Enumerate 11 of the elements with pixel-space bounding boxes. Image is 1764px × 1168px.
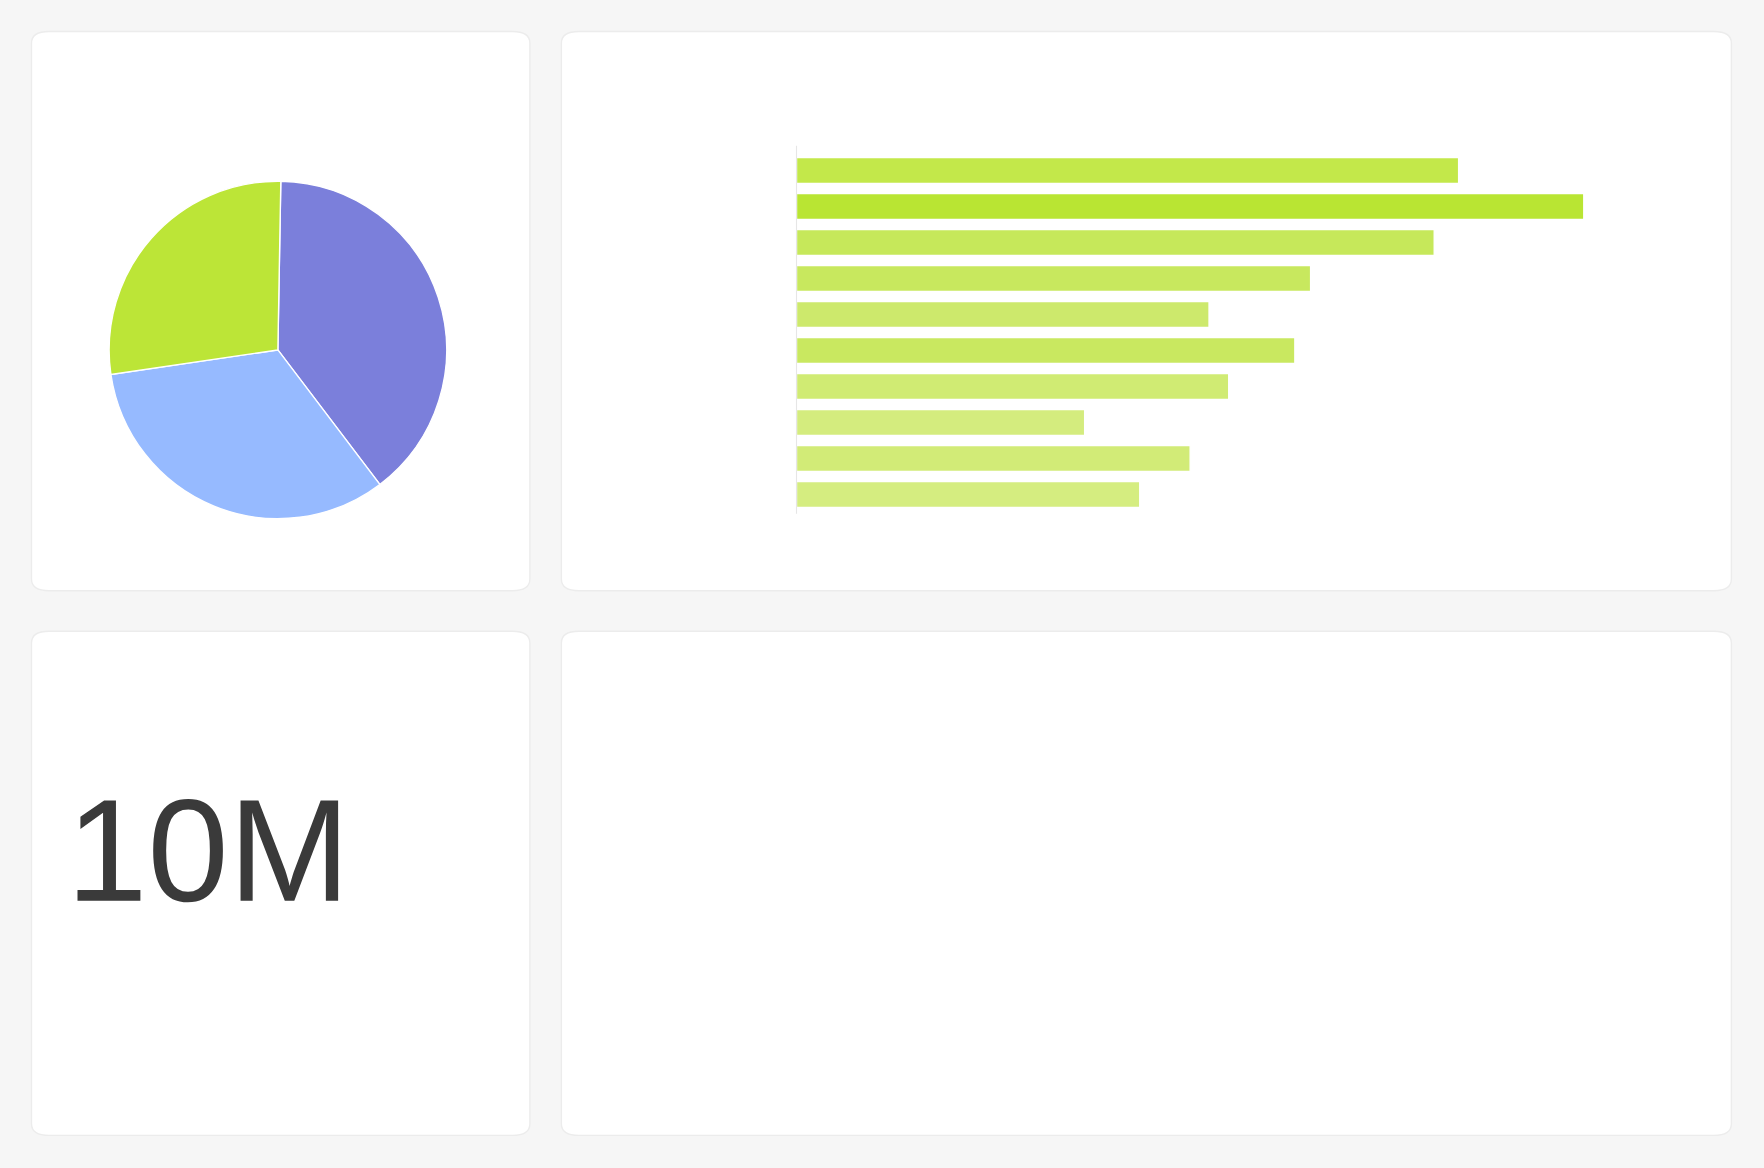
bar [796,228,1435,257]
text: 10M [77,799,339,903]
bar [796,408,1086,437]
bar [796,372,1230,401]
bar [796,192,1585,221]
bar [796,444,1191,473]
bar [796,336,1296,365]
bar [796,264,1312,293]
bar [796,300,1210,329]
bar [796,480,1141,509]
bar [796,156,1460,185]
